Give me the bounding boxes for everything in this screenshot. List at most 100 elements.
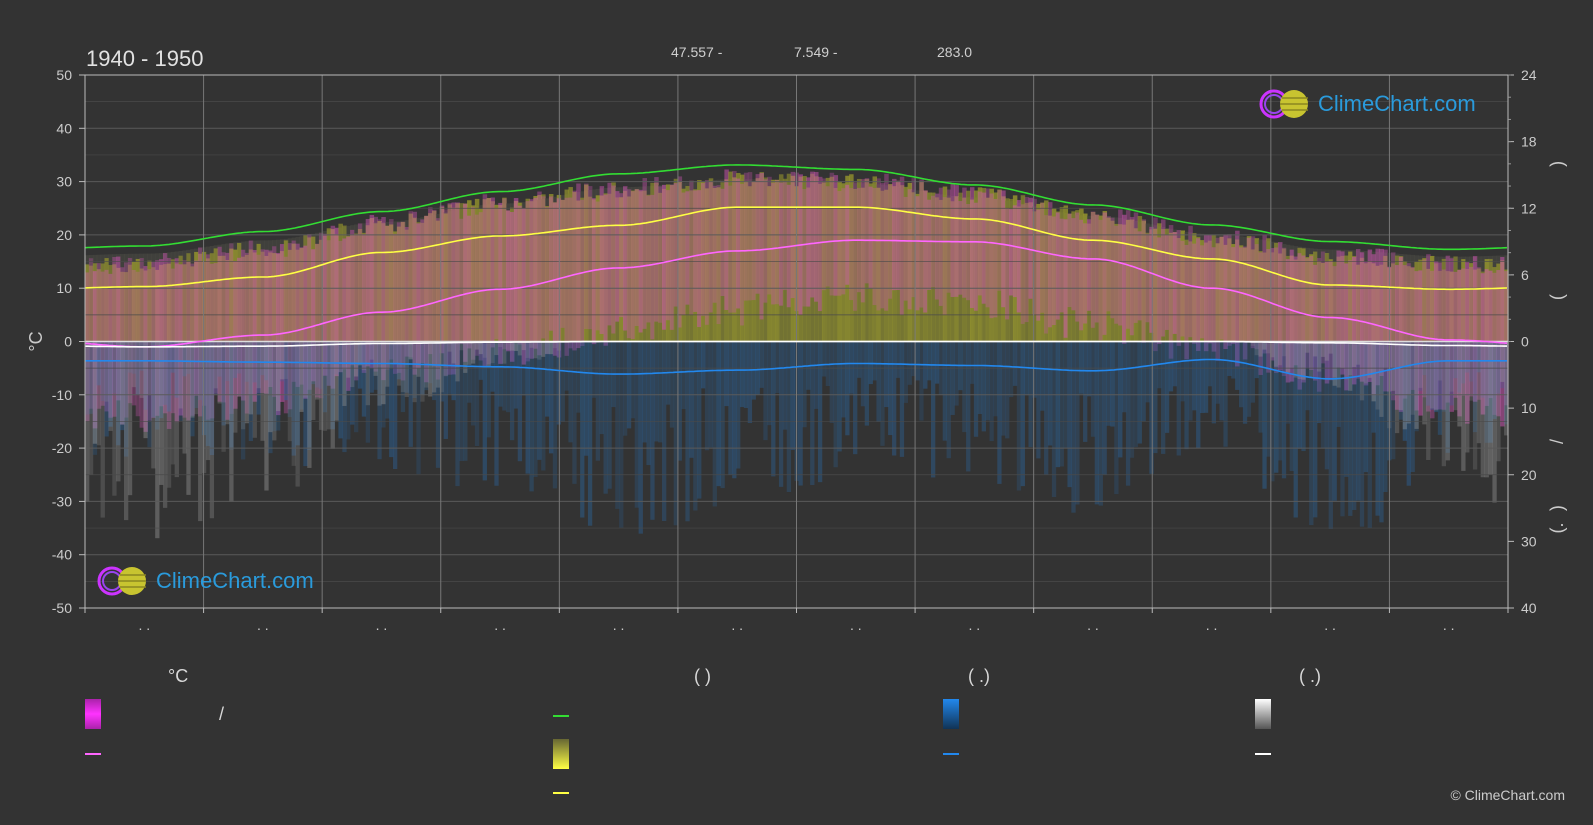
rain-band <box>447 341 452 394</box>
month-label: . . <box>969 617 981 633</box>
temp-range-band <box>147 269 152 421</box>
temp-range-band <box>802 189 807 307</box>
sunshine-band <box>190 266 195 342</box>
sunshine-band <box>868 183 874 342</box>
snow-band <box>1285 341 1291 373</box>
rain-band <box>190 341 195 437</box>
sunshine-band <box>248 249 254 342</box>
sunshine-band <box>587 196 593 342</box>
sunshine-band <box>151 267 156 342</box>
logo-bottom[interactable]: ClimeChart.com <box>96 565 314 597</box>
temp-range-band <box>677 176 683 328</box>
sunshine-band <box>1266 238 1271 342</box>
temp-range-band <box>724 169 729 310</box>
rain-band <box>400 341 406 413</box>
temp-range-band <box>697 190 702 327</box>
sunshine-band <box>759 172 764 342</box>
rain-band <box>369 341 374 393</box>
sunshine-band <box>244 254 250 342</box>
rain-band <box>646 341 651 466</box>
temp-range-band <box>595 201 601 331</box>
sunshine-band <box>1176 238 1182 342</box>
sunshine-band <box>603 193 609 342</box>
right-tick-label: 40 <box>1521 600 1537 616</box>
temp-range-band <box>322 233 328 376</box>
rain-band <box>1133 341 1139 447</box>
temp-range-band <box>611 185 616 334</box>
sunshine-band <box>217 255 223 342</box>
sunshine-band <box>732 177 737 342</box>
snow-band <box>474 341 480 350</box>
sunshine-band <box>1406 266 1412 342</box>
temp-range-band <box>1192 243 1197 344</box>
temp-range-band <box>1250 236 1256 349</box>
rain-band <box>915 341 920 381</box>
rain-band <box>248 341 254 442</box>
sunshine-band <box>1223 244 1228 342</box>
temp-range-band <box>350 229 355 366</box>
snow-band <box>541 341 546 357</box>
temp-range-band <box>665 190 671 321</box>
temp-range-band <box>849 188 854 301</box>
snow-band <box>1426 341 1431 461</box>
rain-band <box>1235 341 1240 390</box>
temp-range-band <box>482 194 488 367</box>
temp-range-band <box>576 183 581 349</box>
sunshine-band <box>923 190 928 342</box>
temp-range-band <box>821 178 827 291</box>
temp-range-band <box>1090 211 1096 328</box>
temp-range-band <box>1067 213 1072 308</box>
rain-band <box>392 341 398 469</box>
logo-top[interactable]: ClimeChart.com <box>1258 88 1476 120</box>
snow-band <box>1301 341 1306 380</box>
rain-band <box>431 341 437 401</box>
temp-range-band <box>572 190 577 351</box>
sunshine-band <box>490 201 495 342</box>
rain-band <box>1277 341 1283 461</box>
rain-band <box>767 341 772 426</box>
sunshine-band <box>665 184 671 342</box>
right-axis-label: (. <box>1547 523 1567 534</box>
temp-range-band <box>112 256 117 417</box>
snow-band <box>326 341 332 430</box>
snow-band <box>1250 341 1255 346</box>
sunshine-band <box>443 213 449 342</box>
rain-band <box>1246 341 1252 417</box>
rain-band <box>1328 341 1333 529</box>
rain-band <box>92 341 98 455</box>
temp-range-band <box>1223 234 1228 350</box>
snow-band <box>1449 341 1454 392</box>
sunshine-band <box>1297 247 1302 342</box>
sunshine-band <box>1137 215 1143 342</box>
sunshine-band <box>1496 263 1501 342</box>
snow-band <box>303 341 308 398</box>
logo-text: ClimeChart.com <box>156 568 314 593</box>
sunshine-band <box>1188 241 1193 342</box>
rain-band <box>954 341 959 406</box>
rain-band <box>346 341 351 440</box>
temp-range-band <box>782 182 788 291</box>
temp-range-band <box>888 184 893 299</box>
month-label: . . <box>850 617 862 633</box>
rain-band <box>1125 341 1131 486</box>
temp-range-band <box>178 264 184 416</box>
rain-band <box>969 341 975 384</box>
snow-band <box>143 341 148 439</box>
snow-band <box>88 341 94 475</box>
sunshine-band <box>802 176 807 342</box>
sunshine-band <box>424 215 429 342</box>
rain-band <box>221 341 226 426</box>
snow-band <box>1262 341 1267 350</box>
temp-range-band <box>198 247 203 417</box>
snow-band <box>127 341 133 496</box>
temp-range-band <box>1316 258 1322 392</box>
temp-range-band <box>1437 262 1443 410</box>
rain-band <box>217 341 222 377</box>
snow-band <box>1465 341 1470 453</box>
snow-band <box>291 341 296 466</box>
snow-band <box>1309 341 1314 378</box>
sunshine-band <box>821 182 827 342</box>
sunshine-band <box>408 213 414 342</box>
sunshine-band <box>318 239 324 342</box>
rain-band <box>1457 341 1462 393</box>
